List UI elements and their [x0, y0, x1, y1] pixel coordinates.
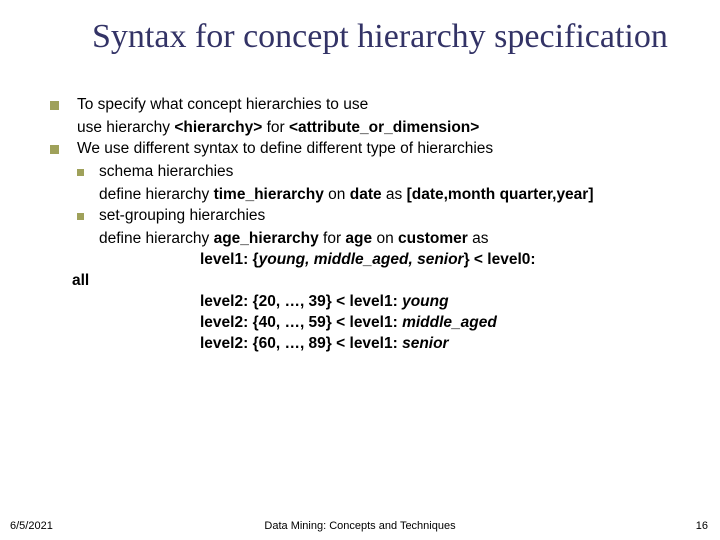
- text-bold: <attribute_or_dimension>: [289, 119, 479, 136]
- bullet-text: schema hierarchies: [99, 162, 700, 183]
- text-bold-italic: middle_aged: [402, 314, 497, 331]
- text-part: as: [468, 230, 489, 247]
- text-bold: time_hierarchy: [214, 186, 324, 203]
- text-bold: {40, …, 59}: [253, 314, 332, 331]
- text-bold-italic: senior: [402, 335, 449, 352]
- text-bold: level2:: [200, 293, 253, 310]
- text-bold: {60, …, 89}: [253, 335, 332, 352]
- slide-title: Syntax for concept hierarchy specificati…: [92, 18, 700, 55]
- slide-body: To specify what concept hierarchies to u…: [50, 95, 700, 354]
- level-line: level2: {40, …, 59} < level1: middle_age…: [200, 313, 700, 334]
- text-bold: date: [350, 186, 382, 203]
- bullet-level2: set-grouping hierarchies: [77, 206, 700, 227]
- level-line: level2: {60, …, 89} < level1: senior: [200, 334, 700, 355]
- level-line: level2: {20, …, 39} < level1: young: [200, 292, 700, 313]
- text-bold: < level1:: [332, 335, 402, 352]
- sub-line: define hierarchy age_hierarchy for age o…: [99, 229, 700, 250]
- text-part: as: [382, 186, 407, 203]
- text-bold: < level1:: [332, 293, 402, 310]
- footer-date: 6/5/2021: [10, 520, 53, 532]
- text-part: on: [324, 186, 350, 203]
- text-bold: <hierarchy>: [174, 119, 262, 136]
- bullet-level2: schema hierarchies: [77, 162, 700, 183]
- bullet-level1: We use different syntax to define differ…: [50, 139, 700, 160]
- bullet-text: We use different syntax to define differ…: [77, 139, 700, 160]
- sub-line: use hierarchy <hierarchy> for <attribute…: [77, 118, 700, 139]
- level-line: level1: {young, middle_aged, senior} < l…: [200, 250, 700, 271]
- text-bold: age_hierarchy: [214, 230, 319, 247]
- text-part: for: [262, 119, 289, 136]
- footer-page-number: 16: [696, 520, 708, 532]
- text-bold-italic: young, middle_aged, senior: [259, 251, 464, 268]
- text-part: for: [319, 230, 346, 247]
- text-bold: {20, …, 39}: [253, 293, 332, 310]
- text-bold: level1: {: [200, 251, 259, 268]
- bullet-text: set-grouping hierarchies: [99, 206, 700, 227]
- bullet-text: To specify what concept hierarchies to u…: [77, 95, 700, 116]
- sub-line: define hierarchy time_hierarchy on date …: [99, 185, 700, 206]
- text-part: on: [372, 230, 398, 247]
- text-bold: < level1:: [332, 314, 402, 331]
- square-bullet-icon: [77, 213, 84, 220]
- text-bold-italic: young: [402, 293, 449, 310]
- level-line: all: [72, 271, 700, 292]
- text-part: use hierarchy: [77, 119, 174, 136]
- footer-center: Data Mining: Concepts and Techniques: [264, 520, 455, 532]
- text-bold: customer: [398, 230, 468, 247]
- text-part: define hierarchy: [99, 230, 214, 247]
- square-bullet-icon: [77, 169, 84, 176]
- text-bold: level2:: [200, 314, 253, 331]
- text-part: define hierarchy: [99, 186, 214, 203]
- text-bold: } < level0:: [464, 251, 536, 268]
- square-bullet-icon: [50, 145, 59, 154]
- text-bold: [date,month quarter,year]: [407, 186, 594, 203]
- text-bold: age: [345, 230, 372, 247]
- square-bullet-icon: [50, 101, 59, 110]
- text-bold: all: [72, 272, 89, 289]
- slide-container: Syntax for concept hierarchy specificati…: [0, 0, 720, 354]
- text-bold: level2:: [200, 335, 253, 352]
- bullet-level1: To specify what concept hierarchies to u…: [50, 95, 700, 116]
